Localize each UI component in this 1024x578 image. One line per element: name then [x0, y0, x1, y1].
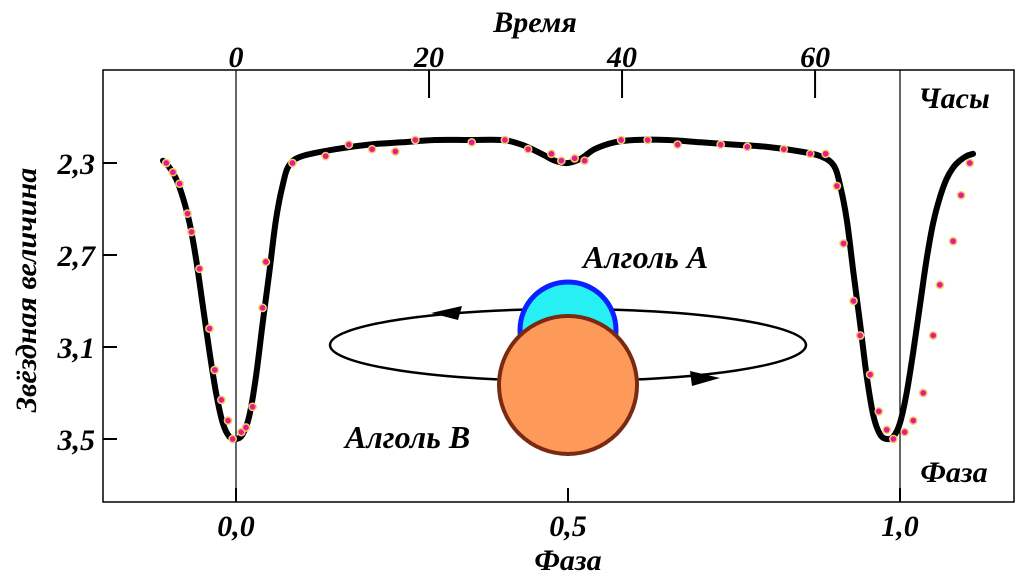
- data-point: [874, 407, 884, 416]
- data-point: [288, 158, 297, 168]
- data-point: [557, 156, 566, 166]
- data-point: [570, 154, 579, 163]
- x-tick-label: 0,0: [217, 510, 255, 543]
- data-point: [195, 264, 204, 274]
- data-point: [882, 425, 892, 435]
- top-tick-label: 20: [413, 41, 444, 74]
- data-point: [391, 147, 400, 156]
- y-tick-label: 2,7: [57, 240, 97, 273]
- x-tick-label: 1,0: [881, 510, 919, 543]
- orbit-arrow-left: [431, 306, 462, 320]
- data-point: [217, 395, 226, 405]
- data-point: [175, 179, 184, 189]
- top-tick-label: 40: [606, 41, 637, 74]
- orbit-arrow-right: [690, 371, 720, 386]
- x-axis-title: Фаза: [534, 544, 601, 577]
- data-point: [908, 416, 918, 425]
- data-point: [832, 181, 842, 191]
- data-point: [467, 137, 477, 147]
- data-point: [742, 142, 752, 152]
- y-axis-title: Звёздная величина: [10, 168, 43, 414]
- data-point: [523, 144, 533, 154]
- data-point: [821, 149, 830, 159]
- data-point: [500, 135, 510, 145]
- data-point: [168, 167, 178, 177]
- data-point: [965, 158, 975, 168]
- data-point: [547, 149, 556, 159]
- top-tick-label: 60: [800, 41, 830, 74]
- data-point: [183, 209, 192, 218]
- phase-marker-label: Фаза: [920, 456, 987, 489]
- data-point: [956, 190, 966, 200]
- data-point: [865, 370, 875, 379]
- data-point: [806, 149, 815, 159]
- data-point: [410, 135, 420, 145]
- data-point: [228, 434, 238, 444]
- time-unit-label: Часы: [918, 82, 990, 115]
- data-point: [643, 135, 653, 145]
- y-axis-ticks: 2,3 2,7 3,1 3,5: [57, 148, 117, 457]
- data-point: [248, 402, 257, 412]
- observation-points: [161, 135, 975, 444]
- data-point: [935, 280, 945, 290]
- data-point: [616, 135, 626, 145]
- data-point: [321, 151, 330, 161]
- data-point: [918, 388, 928, 398]
- data-point: [344, 140, 354, 149]
- top-tick-label: 0: [229, 41, 244, 74]
- data-point: [900, 427, 909, 437]
- data-point: [889, 434, 898, 444]
- data-point: [779, 144, 789, 154]
- orbit-diagram: [328, 279, 808, 456]
- x-tick-label: 0,5: [549, 510, 587, 543]
- star-algol-b: [497, 314, 639, 456]
- data-point: [948, 236, 958, 246]
- y-tick-label: 2,3: [57, 148, 96, 181]
- data-point: [161, 158, 171, 168]
- data-point: [261, 257, 271, 267]
- data-point: [580, 156, 589, 166]
- data-point: [849, 296, 858, 306]
- data-point: [716, 140, 726, 149]
- data-point: [210, 365, 220, 375]
- star-a-label: Алголь А: [581, 239, 708, 275]
- plot-frame: [102, 69, 1015, 503]
- data-point: [928, 331, 938, 340]
- data-point: [258, 303, 267, 313]
- data-point: [223, 416, 233, 425]
- data-point: [187, 227, 196, 237]
- data-point: [855, 331, 865, 340]
- data-point: [839, 239, 848, 248]
- star-b-label: Алголь В: [343, 419, 470, 455]
- data-point: [367, 144, 377, 154]
- data-point: [673, 140, 682, 149]
- top-axis-title: Время: [492, 6, 577, 39]
- y-tick-label: 3,5: [57, 424, 96, 457]
- top-axis-ticks: 0 20 40 60: [229, 41, 830, 98]
- y-tick-label: 3,1: [57, 332, 96, 365]
- data-point: [241, 423, 251, 432]
- x-axis-ticks: 0,0 0,5 1,0: [217, 488, 919, 543]
- data-point: [205, 324, 214, 333]
